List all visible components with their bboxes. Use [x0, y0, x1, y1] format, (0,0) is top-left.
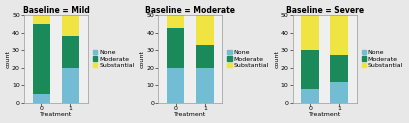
Bar	[166, 68, 184, 103]
Title: Baseline = Moderate: Baseline = Moderate	[145, 6, 235, 15]
Bar	[330, 82, 347, 103]
Title: Baseline = Mild: Baseline = Mild	[22, 6, 89, 15]
Bar	[301, 89, 318, 103]
Bar	[62, 36, 79, 68]
Y-axis label: count: count	[6, 50, 11, 68]
Legend: None, Moderate, Substantial: None, Moderate, Substantial	[360, 49, 403, 69]
Bar	[301, 50, 318, 89]
Bar	[166, 15, 184, 28]
Bar	[33, 15, 50, 24]
Bar	[330, 15, 347, 55]
X-axis label: Treatment: Treatment	[40, 112, 72, 117]
Bar	[330, 55, 347, 82]
Bar	[196, 68, 213, 103]
Bar	[62, 68, 79, 103]
Y-axis label: count: count	[139, 50, 144, 68]
X-axis label: Treatment: Treatment	[308, 112, 340, 117]
Title: Baseline = Severe: Baseline = Severe	[285, 6, 363, 15]
Bar	[62, 15, 79, 36]
Bar	[196, 45, 213, 68]
Bar	[33, 94, 50, 103]
Bar	[301, 15, 318, 50]
Bar	[166, 28, 184, 68]
Legend: None, Moderate, Substantial: None, Moderate, Substantial	[226, 49, 269, 69]
X-axis label: Treatment: Treatment	[174, 112, 206, 117]
Legend: None, Moderate, Substantial: None, Moderate, Substantial	[92, 49, 135, 69]
Bar	[196, 15, 213, 45]
Y-axis label: count: count	[274, 50, 279, 68]
Bar	[33, 24, 50, 94]
